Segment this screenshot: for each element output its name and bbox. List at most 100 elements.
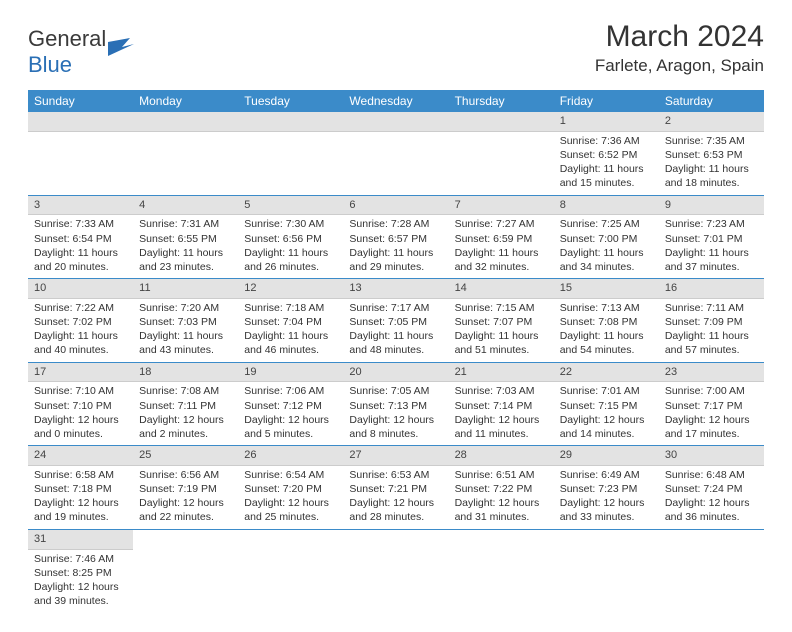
sunset-text: Sunset: 7:08 PM [560, 315, 653, 329]
calendar-day-cell [238, 112, 343, 195]
day-content: Sunrise: 7:18 AMSunset: 7:04 PMDaylight:… [238, 299, 343, 362]
sunrise-text: Sunrise: 7:06 AM [244, 384, 337, 398]
day-number: 14 [449, 279, 554, 299]
sunset-text: Sunset: 7:23 PM [560, 482, 653, 496]
weekday-header: Tuesday [238, 90, 343, 112]
day-number: 21 [449, 363, 554, 383]
calendar-day-cell: 3Sunrise: 7:33 AMSunset: 6:54 PMDaylight… [28, 195, 133, 279]
day-number-empty [238, 112, 343, 132]
day-content: Sunrise: 7:46 AMSunset: 8:25 PMDaylight:… [28, 550, 133, 613]
logo-word1: General [28, 26, 106, 51]
sunrise-text: Sunrise: 7:08 AM [139, 384, 232, 398]
sunset-text: Sunset: 7:02 PM [34, 315, 127, 329]
calendar-day-cell: 7Sunrise: 7:27 AMSunset: 6:59 PMDaylight… [449, 195, 554, 279]
calendar-day-cell [133, 112, 238, 195]
calendar-day-cell: 6Sunrise: 7:28 AMSunset: 6:57 PMDaylight… [343, 195, 448, 279]
day-content: Sunrise: 6:53 AMSunset: 7:21 PMDaylight:… [343, 466, 448, 529]
day-content: Sunrise: 7:15 AMSunset: 7:07 PMDaylight:… [449, 299, 554, 362]
daylight-text: Daylight: 11 hours and 23 minutes. [139, 246, 232, 274]
sunset-text: Sunset: 7:19 PM [139, 482, 232, 496]
sunset-text: Sunset: 7:20 PM [244, 482, 337, 496]
day-content: Sunrise: 7:05 AMSunset: 7:13 PMDaylight:… [343, 382, 448, 445]
day-number: 7 [449, 196, 554, 216]
sunrise-text: Sunrise: 6:54 AM [244, 468, 337, 482]
day-number-empty [28, 112, 133, 132]
calendar-day-cell: 13Sunrise: 7:17 AMSunset: 7:05 PMDayligh… [343, 279, 448, 363]
day-content: Sunrise: 7:08 AMSunset: 7:11 PMDaylight:… [133, 382, 238, 445]
day-content: Sunrise: 7:11 AMSunset: 7:09 PMDaylight:… [659, 299, 764, 362]
daylight-text: Daylight: 12 hours and 31 minutes. [455, 496, 548, 524]
sunset-text: Sunset: 7:14 PM [455, 399, 548, 413]
calendar-week-row: 31Sunrise: 7:46 AMSunset: 8:25 PMDayligh… [28, 529, 764, 612]
day-number: 16 [659, 279, 764, 299]
sunset-text: Sunset: 7:13 PM [349, 399, 442, 413]
day-content: Sunrise: 7:10 AMSunset: 7:10 PMDaylight:… [28, 382, 133, 445]
page-header: General Blue March 2024 Farlete, Aragon,… [28, 20, 764, 78]
calendar-day-cell: 23Sunrise: 7:00 AMSunset: 7:17 PMDayligh… [659, 362, 764, 446]
day-content: Sunrise: 7:13 AMSunset: 7:08 PMDaylight:… [554, 299, 659, 362]
sunrise-text: Sunrise: 7:36 AM [560, 134, 653, 148]
calendar-day-cell: 31Sunrise: 7:46 AMSunset: 8:25 PMDayligh… [28, 529, 133, 612]
day-content: Sunrise: 6:48 AMSunset: 7:24 PMDaylight:… [659, 466, 764, 529]
sunset-text: Sunset: 6:54 PM [34, 232, 127, 246]
daylight-text: Daylight: 12 hours and 14 minutes. [560, 413, 653, 441]
calendar-week-row: 1Sunrise: 7:36 AMSunset: 6:52 PMDaylight… [28, 112, 764, 195]
day-content: Sunrise: 7:31 AMSunset: 6:55 PMDaylight:… [133, 215, 238, 278]
calendar-day-cell: 8Sunrise: 7:25 AMSunset: 7:00 PMDaylight… [554, 195, 659, 279]
calendar-day-cell: 9Sunrise: 7:23 AMSunset: 7:01 PMDaylight… [659, 195, 764, 279]
sunrise-text: Sunrise: 6:51 AM [455, 468, 548, 482]
daylight-text: Daylight: 12 hours and 36 minutes. [665, 496, 758, 524]
calendar-week-row: 3Sunrise: 7:33 AMSunset: 6:54 PMDaylight… [28, 195, 764, 279]
day-number: 11 [133, 279, 238, 299]
day-content: Sunrise: 7:35 AMSunset: 6:53 PMDaylight:… [659, 132, 764, 195]
daylight-text: Daylight: 11 hours and 43 minutes. [139, 329, 232, 357]
calendar-header-row: SundayMondayTuesdayWednesdayThursdayFrid… [28, 90, 764, 112]
day-number: 15 [554, 279, 659, 299]
location-subtitle: Farlete, Aragon, Spain [595, 56, 764, 76]
calendar-day-cell: 14Sunrise: 7:15 AMSunset: 7:07 PMDayligh… [449, 279, 554, 363]
daylight-text: Daylight: 12 hours and 39 minutes. [34, 580, 127, 608]
sunset-text: Sunset: 7:03 PM [139, 315, 232, 329]
sunset-text: Sunset: 7:17 PM [665, 399, 758, 413]
day-content: Sunrise: 6:54 AMSunset: 7:20 PMDaylight:… [238, 466, 343, 529]
month-title: March 2024 [595, 20, 764, 54]
daylight-text: Daylight: 11 hours and 29 minutes. [349, 246, 442, 274]
calendar-week-row: 24Sunrise: 6:58 AMSunset: 7:18 PMDayligh… [28, 446, 764, 530]
day-content: Sunrise: 6:49 AMSunset: 7:23 PMDaylight:… [554, 466, 659, 529]
daylight-text: Daylight: 12 hours and 0 minutes. [34, 413, 127, 441]
day-number: 31 [28, 530, 133, 550]
logo-flag-icon [108, 38, 136, 61]
sunrise-text: Sunrise: 6:49 AM [560, 468, 653, 482]
calendar-week-row: 17Sunrise: 7:10 AMSunset: 7:10 PMDayligh… [28, 362, 764, 446]
daylight-text: Daylight: 11 hours and 15 minutes. [560, 162, 653, 190]
daylight-text: Daylight: 11 hours and 20 minutes. [34, 246, 127, 274]
calendar-day-cell: 29Sunrise: 6:49 AMSunset: 7:23 PMDayligh… [554, 446, 659, 530]
day-content: Sunrise: 6:58 AMSunset: 7:18 PMDaylight:… [28, 466, 133, 529]
sunset-text: Sunset: 7:09 PM [665, 315, 758, 329]
day-number: 3 [28, 196, 133, 216]
weekday-header: Wednesday [343, 90, 448, 112]
calendar-day-cell [449, 112, 554, 195]
sunset-text: Sunset: 7:11 PM [139, 399, 232, 413]
sunset-text: Sunset: 6:52 PM [560, 148, 653, 162]
sunset-text: Sunset: 7:00 PM [560, 232, 653, 246]
calendar-day-cell: 10Sunrise: 7:22 AMSunset: 7:02 PMDayligh… [28, 279, 133, 363]
sunset-text: Sunset: 7:04 PM [244, 315, 337, 329]
calendar-day-cell [133, 529, 238, 612]
sunset-text: Sunset: 6:55 PM [139, 232, 232, 246]
sunrise-text: Sunrise: 7:11 AM [665, 301, 758, 315]
sunrise-text: Sunrise: 7:17 AM [349, 301, 442, 315]
day-number: 13 [343, 279, 448, 299]
day-number: 5 [238, 196, 343, 216]
daylight-text: Daylight: 11 hours and 51 minutes. [455, 329, 548, 357]
sunset-text: Sunset: 7:21 PM [349, 482, 442, 496]
day-content: Sunrise: 7:20 AMSunset: 7:03 PMDaylight:… [133, 299, 238, 362]
sunrise-text: Sunrise: 7:03 AM [455, 384, 548, 398]
calendar-body: 1Sunrise: 7:36 AMSunset: 6:52 PMDaylight… [28, 112, 764, 612]
daylight-text: Daylight: 12 hours and 19 minutes. [34, 496, 127, 524]
sunrise-text: Sunrise: 7:25 AM [560, 217, 653, 231]
daylight-text: Daylight: 12 hours and 22 minutes. [139, 496, 232, 524]
calendar-day-cell: 16Sunrise: 7:11 AMSunset: 7:09 PMDayligh… [659, 279, 764, 363]
day-number: 9 [659, 196, 764, 216]
daylight-text: Daylight: 12 hours and 2 minutes. [139, 413, 232, 441]
